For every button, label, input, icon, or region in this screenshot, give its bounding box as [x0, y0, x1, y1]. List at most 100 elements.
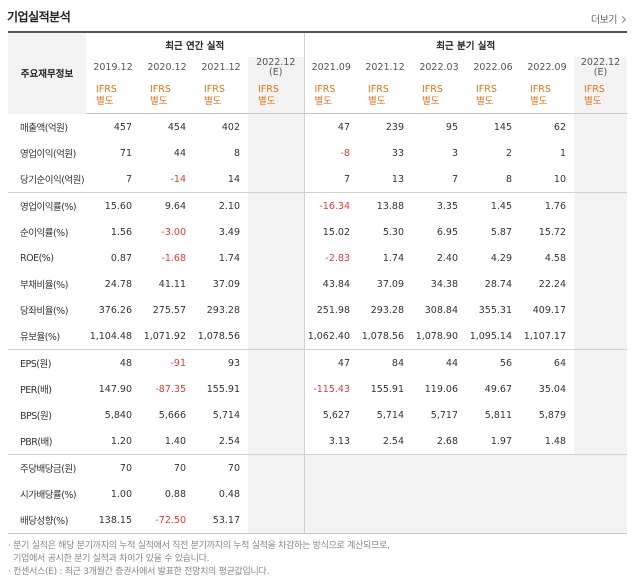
table-cell: 93 [194, 349, 248, 376]
table-row: 당기순이익(억원) 7 -14 14 7 13 7 8 10 [8, 166, 628, 193]
table-cell: 44 [173, 147, 186, 159]
table-cell: 34.38 [430, 278, 458, 290]
table-cell: 155.91 [206, 383, 240, 395]
table-cell [358, 481, 412, 507]
table-cell: 7 [303, 166, 358, 193]
table-cell: 1.74 [382, 252, 404, 264]
row-label: 매출액(억원) [20, 122, 68, 134]
table-cell: 2.10 [194, 192, 248, 219]
ifrs-label: IFRS 별도 [584, 84, 605, 107]
table-cell [248, 113, 304, 140]
table-cell: 10 [553, 173, 566, 185]
table-row: PBR(배) 1.20 1.40 2.54 3.13 2.54 2.68 1.97 1.48 [8, 428, 628, 455]
table-cell: 4.58 [544, 252, 566, 264]
table-cell [412, 507, 466, 534]
row-label: PER(배) [20, 385, 52, 396]
table-cell: 8 [505, 173, 512, 185]
table-cell: 1.74 [218, 252, 240, 264]
period-header: 2020.12 [147, 62, 187, 73]
row-label: BPS(원) [20, 411, 52, 422]
table-cell: -91 [140, 349, 194, 376]
table-cell: 5,879 [538, 409, 566, 421]
table-cell [574, 271, 628, 297]
table-cell: 5,627 [303, 402, 358, 428]
ifrs-label: IFRS 별도 [422, 84, 443, 107]
footnote: 기업에서 공시한 분기 실적과 차이가 있을 수 있습니다. [8, 554, 210, 564]
table-cell: 13 [391, 173, 404, 185]
table-cell [574, 428, 628, 455]
table-cell: -87.35 [155, 383, 186, 395]
table-cell: 62 [553, 121, 566, 133]
table-cell: 22.24 [538, 278, 566, 290]
table-cell: 155.91 [370, 383, 404, 395]
table-cell [412, 454, 466, 481]
table-cell [248, 166, 304, 193]
table-row: 매출액(억원) 457 454 402 47 239 95 145 62 [8, 113, 628, 140]
more-link[interactable]: 더보기 [591, 11, 627, 26]
table-cell [248, 140, 304, 166]
row-label: 주당배당금(원) [8, 454, 86, 481]
table-cell: 71 [119, 147, 132, 159]
table-cell: 1.76 [520, 192, 574, 219]
ifrs-badge: IFRS 별도 [466, 79, 520, 114]
table-cell: 2.68 [436, 435, 458, 447]
table-cell: 70 [86, 454, 140, 481]
table-row: 순이익률(%) 1.56 -3.00 3.49 15.02 5.30 6.95 5.87 15.… [8, 219, 628, 245]
ifrs-label: IFRS 별도 [204, 84, 225, 107]
annual-group-header: 최근 연간 실적 [165, 41, 225, 52]
ifrs-badge: IFRS 별도 [194, 79, 248, 114]
table-cell [248, 271, 304, 297]
table-cell: -1.68 [161, 252, 186, 264]
table-cell [248, 402, 304, 428]
row-label: PBR(배) [20, 437, 53, 448]
table-cell: 7 [125, 173, 132, 185]
table-cell [248, 507, 304, 534]
table-cell: 1.97 [490, 435, 512, 447]
financial-summary-table: 주요재무정보 최근 연간 실적 최근 분기 실적 2019.12 2020.12 2… [8, 31, 628, 534]
table-cell [574, 349, 628, 376]
table-cell [574, 113, 628, 140]
table-cell: 376.26 [98, 304, 132, 316]
table-cell: 1,078.56 [197, 330, 240, 342]
table-cell: 275.57 [152, 304, 186, 316]
ifrs-label: IFRS 별도 [368, 84, 389, 107]
table-cell [248, 349, 304, 376]
table-cell [574, 376, 628, 402]
ifrs-label: IFRS 별도 [530, 84, 551, 107]
table-cell: 1,062.40 [303, 323, 358, 350]
table-cell: 454 [167, 121, 186, 133]
table-cell: 409.17 [532, 304, 566, 316]
table-cell: 3.35 [412, 192, 466, 219]
table-cell: 2.40 [436, 252, 458, 264]
table-cell [248, 428, 304, 455]
table-cell [248, 323, 304, 350]
table-cell: 3.13 [303, 428, 358, 455]
table-cell [303, 481, 358, 507]
table-cell [466, 481, 520, 507]
ifrs-badge: IFRS 별도 [574, 79, 628, 114]
period-header: 2022.12 (E) [248, 57, 304, 79]
table-cell: 1.20 [110, 435, 132, 447]
table-row: 영업이익(억원) 71 44 8 -8 33 3 2 1 [8, 140, 628, 166]
table-cell [466, 507, 520, 534]
table-cell: 70 [140, 454, 194, 481]
row-label: 순이익률(%) [20, 228, 68, 239]
ifrs-badge: IFRS 별도 [520, 79, 574, 114]
quarter-group-header: 최근 분기 실적 [303, 32, 628, 57]
table-cell: -2.83 [303, 245, 358, 271]
table-cell: 6.95 [436, 226, 458, 238]
table-cell [574, 402, 628, 428]
table-cell: 8 [233, 147, 240, 159]
row-label: 영업이익(억원) [20, 149, 76, 160]
table-cell [412, 481, 466, 507]
table-cell: 48 [86, 349, 140, 376]
table-cell: 5,811 [484, 409, 512, 421]
table-cell: 9.64 [140, 192, 194, 219]
table-cell: 13.88 [358, 192, 412, 219]
table-cell: 15.02 [303, 219, 358, 245]
table-cell [574, 219, 628, 245]
table-cell: 308.84 [424, 304, 458, 316]
section-title: 기업실적분석 [7, 10, 71, 24]
table-cell: 0.88 [164, 488, 186, 500]
table-row: 당좌비율(%) 376.26 275.57 293.28 251.98 293.28 308… [8, 297, 628, 323]
